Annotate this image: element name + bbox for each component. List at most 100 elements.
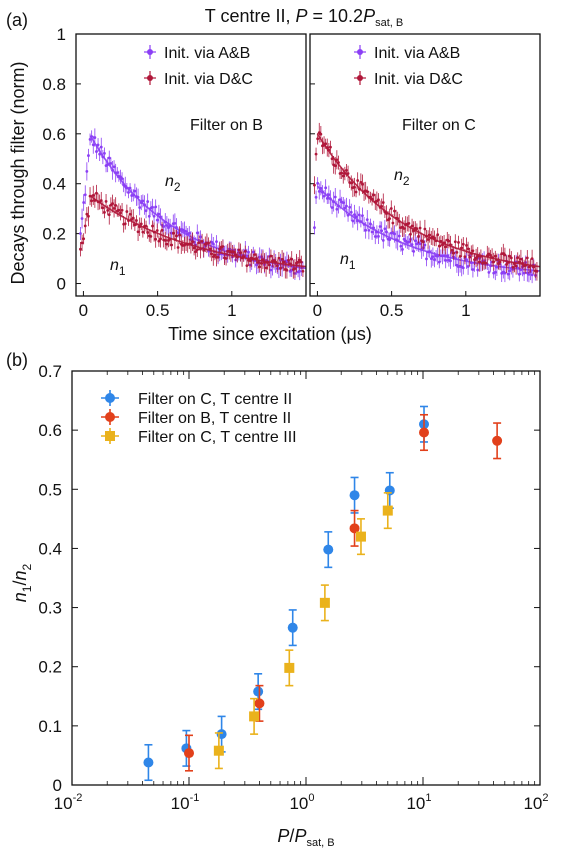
x-tick-label: 0 [313, 301, 322, 320]
legend-marker [357, 75, 363, 81]
data-point [187, 231, 191, 235]
data-point [280, 257, 284, 261]
fit-line [316, 133, 541, 268]
data-point [412, 249, 416, 253]
data-point [530, 257, 534, 261]
panel-a-x-axis-label: Time since excitation (μs) [168, 324, 372, 344]
data-point [82, 237, 86, 241]
data-point [117, 208, 121, 212]
panel-a-right-n1-label: n1 [340, 251, 356, 272]
data-point [249, 711, 260, 722]
data-point [519, 257, 523, 261]
data-point [301, 269, 305, 273]
data-point [349, 523, 360, 534]
data-point [165, 242, 169, 246]
data-point [397, 234, 401, 238]
data-point [251, 250, 255, 254]
data-point [157, 212, 161, 216]
data-point [83, 224, 87, 228]
data-point [136, 230, 140, 234]
data-point [175, 234, 178, 238]
data-point [107, 156, 111, 160]
data-point [109, 162, 113, 165]
data-point [314, 152, 318, 156]
data-point [356, 179, 360, 182]
data-point [232, 250, 236, 254]
legend-entry: Init. via D&C [374, 71, 463, 88]
data-point [221, 245, 225, 248]
data-point [79, 247, 82, 251]
panel-a-right-plot: 0 0.5 1 Init. via A&B Init. via D&C Filter … [309, 33, 541, 320]
data-point [431, 255, 435, 259]
data-point [154, 237, 158, 241]
data-point [522, 271, 526, 275]
data-point [313, 183, 316, 187]
data-point [377, 234, 380, 238]
data-point [330, 206, 334, 209]
panel-a-right-frame [309, 33, 541, 297]
data-point [254, 698, 265, 709]
panel-a-left-filter-label: Filter on B [190, 117, 263, 134]
data-point [365, 190, 369, 193]
data-point [194, 250, 198, 254]
data-point [151, 224, 154, 228]
panel-a-left-n1-label: n1 [110, 257, 126, 278]
data-point [447, 239, 451, 243]
y-tick-label: 0.4 [38, 539, 62, 558]
data-point [128, 212, 132, 216]
data-point [389, 207, 393, 210]
data-point [275, 264, 279, 268]
data-point [361, 182, 364, 186]
data-point [506, 272, 510, 276]
data-point [322, 194, 326, 198]
data-point [410, 243, 414, 246]
y-tick-label: 0.4 [42, 175, 66, 194]
data-point [152, 214, 156, 218]
data-point [407, 221, 411, 225]
data-point [135, 219, 138, 222]
panel-a: (a) T centre II, P = 10.2Psat, B Decays … [6, 6, 541, 344]
series-init-via-d-c [79, 184, 307, 279]
data-point [277, 256, 281, 260]
panel-a-label: (a) [6, 10, 28, 30]
data-point [444, 258, 448, 262]
data-point [155, 218, 159, 222]
data-point [162, 225, 166, 228]
x-tick-label: 1 [227, 301, 236, 320]
data-point [492, 435, 503, 446]
data-point [95, 150, 98, 153]
series-filter-on-c-t-centre-iii [213, 492, 393, 770]
data-point [383, 227, 387, 231]
data-point [256, 260, 260, 264]
data-point [88, 138, 92, 141]
legend-entry: Init. via A&B [374, 45, 460, 62]
data-point [237, 248, 241, 252]
data-point [437, 244, 441, 248]
data-point [218, 247, 222, 251]
data-point [319, 132, 323, 136]
data-point [413, 239, 417, 243]
data-point [199, 235, 202, 239]
data-point [282, 260, 286, 264]
data-point [114, 204, 118, 207]
data-point [340, 171, 344, 175]
data-point [85, 170, 89, 173]
data-point [402, 227, 406, 230]
data-point [461, 242, 465, 246]
data-point [380, 229, 384, 233]
data-point [79, 232, 82, 235]
data-point [192, 246, 196, 250]
series-filter-on-b-t-centre-ii [184, 413, 503, 772]
data-point [285, 268, 289, 272]
data-point [93, 136, 97, 139]
data-point [388, 238, 392, 242]
data-point [463, 255, 467, 259]
data-point [170, 243, 174, 247]
data-point [509, 256, 513, 260]
data-point [111, 202, 114, 205]
data-point [378, 225, 382, 228]
x-tick-label: 101 [406, 792, 431, 813]
data-point [498, 260, 502, 264]
data-point [423, 227, 427, 231]
data-point [147, 214, 151, 218]
